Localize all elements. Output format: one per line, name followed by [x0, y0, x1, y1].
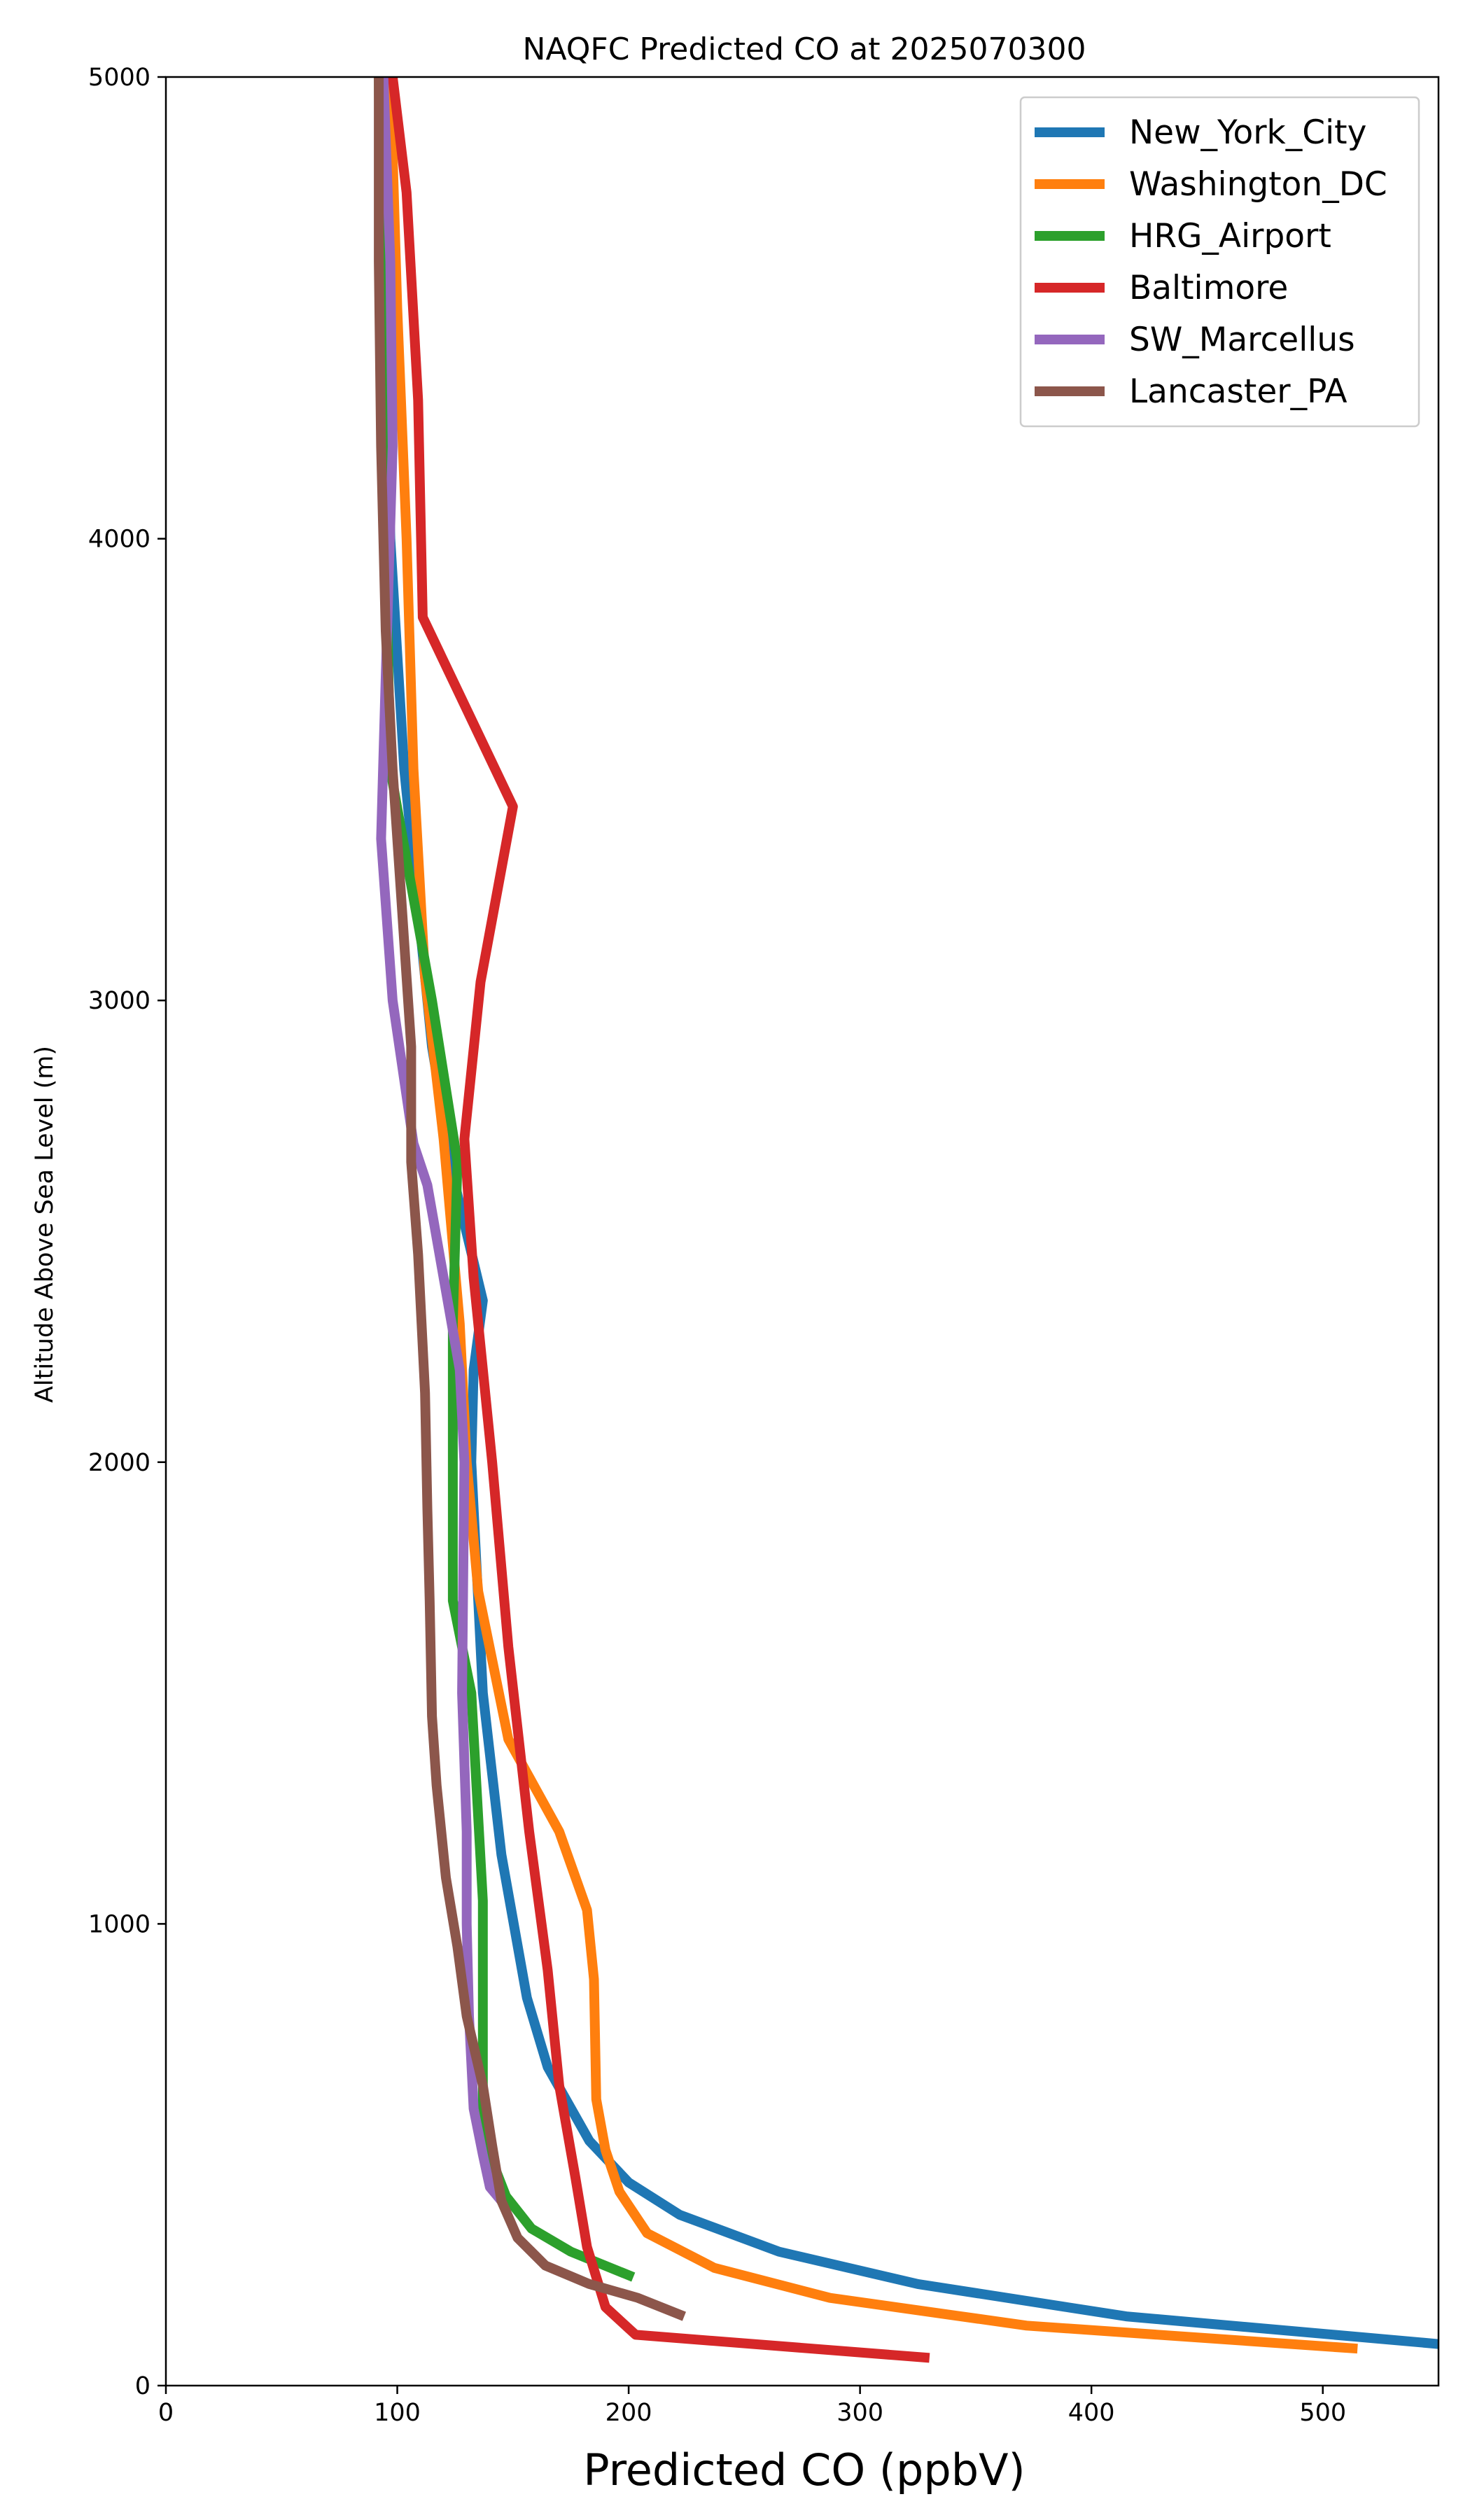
x-axis: 0 100 200 300 400 500 [158, 2386, 1346, 2427]
legend-label: Lancaster_PA [1129, 372, 1348, 411]
y-tick-label: 0 [135, 2372, 150, 2400]
legend-label: HRG_Airport [1129, 217, 1331, 255]
x-tick-label: 300 [836, 2399, 883, 2427]
series-line-lancaster-pa [374, 77, 686, 2321]
x-tick-label: 100 [374, 2399, 421, 2427]
legend-label: Washington_DC [1129, 165, 1387, 204]
y-axis-label: Altitude Above Sea Level (m) [31, 1046, 59, 1403]
y-tick-label: 2000 [88, 1449, 150, 1477]
series-line-washington-dc [385, 77, 1358, 2354]
x-tick-label: 400 [1068, 2399, 1115, 2427]
plot-frame [164, 76, 1440, 2387]
series-line-new-york-city [378, 77, 1438, 2349]
y-tick-label: 4000 [88, 526, 150, 554]
x-tick-label: 0 [158, 2399, 174, 2427]
y-tick-label: 1000 [88, 1910, 150, 1938]
y-axis: 0 1000 2000 3000 4000 5000 [88, 64, 166, 2400]
x-tick-label: 500 [1299, 2399, 1346, 2427]
series-layer [374, 77, 1438, 2363]
legend-label: Baltimore [1129, 269, 1288, 307]
legend-label: New_York_City [1129, 113, 1366, 152]
legend-label: SW_Marcellus [1129, 321, 1355, 359]
x-tick-label: 200 [606, 2399, 652, 2427]
y-tick-label: 5000 [88, 64, 150, 92]
legend-box [1019, 96, 1420, 428]
chart-title: NAQFC Predicted CO at 2025070300 [523, 31, 1086, 67]
y-tick-label: 3000 [88, 987, 150, 1015]
series-line-baltimore [387, 77, 930, 2363]
x-axis-label: Predicted CO (ppbV) [583, 2444, 1025, 2496]
legend: New_York_City Washington_DC HRG_Airport Bal… [1019, 96, 1420, 428]
